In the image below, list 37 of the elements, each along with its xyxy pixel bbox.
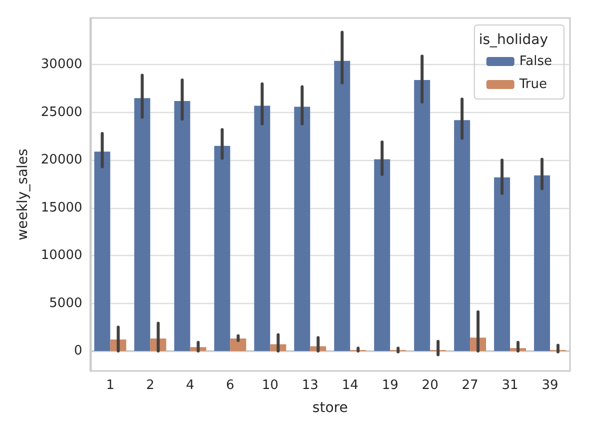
bar <box>494 177 510 351</box>
bar <box>334 60 350 351</box>
bar <box>214 146 230 351</box>
x-tick-label: 20 <box>422 378 438 393</box>
bar <box>230 338 246 351</box>
x-tick-label: 1 <box>106 378 114 393</box>
y-axis-title: weekly_sales <box>15 148 31 240</box>
bar <box>134 98 150 351</box>
y-tick-label: 15000 <box>40 200 82 216</box>
x-tick-label: 10 <box>262 378 278 393</box>
bar <box>534 175 550 351</box>
x-tick-label: 27 <box>462 378 478 393</box>
x-tick-label: 6 <box>226 378 234 393</box>
bar <box>174 101 190 351</box>
x-tick-label: 2 <box>146 378 154 393</box>
x-tick-label: 39 <box>542 378 558 393</box>
bar <box>254 106 270 351</box>
y-tick-label: 30000 <box>40 57 82 72</box>
x-tick-label: 31 <box>502 378 518 393</box>
bar <box>414 80 430 351</box>
bar <box>94 152 110 351</box>
x-tick-label: 13 <box>302 378 318 393</box>
x-tick-label: 14 <box>342 378 358 393</box>
bar <box>454 120 470 351</box>
legend-label: True <box>518 77 547 92</box>
y-tick-label: 0 <box>74 343 82 358</box>
legend-title: is_holiday <box>478 32 548 48</box>
legend-label: False <box>519 54 552 69</box>
x-axis-title: store <box>312 400 348 416</box>
bar <box>294 106 310 351</box>
y-tick-label: 5000 <box>49 296 82 311</box>
y-tick-label: 20000 <box>40 152 82 168</box>
y-tick-label: 10000 <box>40 248 82 264</box>
x-tick-label: 4 <box>186 378 194 393</box>
x-tick-label: 19 <box>382 378 398 393</box>
y-tick-label: 25000 <box>40 104 82 120</box>
bar <box>374 159 390 351</box>
